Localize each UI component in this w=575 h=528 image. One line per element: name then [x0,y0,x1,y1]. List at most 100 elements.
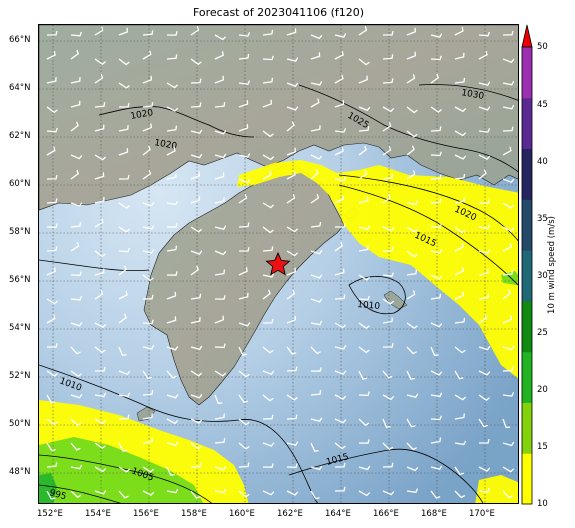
wind-barb [238,292,249,300]
wind-barb [167,222,178,228]
wind-barb [190,418,203,424]
wind-barb [46,198,58,204]
wind-barb [238,418,250,426]
wind-barb [502,104,515,110]
wind-barb [454,394,467,401]
wind-barb [382,343,394,348]
wind-barb [430,151,442,157]
wind-barb [94,290,104,300]
wind-barb [214,370,227,377]
wind-barb [46,146,56,156]
colorbar-bin [522,97,532,150]
wind-barb [46,462,58,468]
wind-barb [46,442,56,452]
wind-barb [262,246,274,252]
wind-barb [142,225,155,230]
wind-barb [358,465,371,471]
wind-barb [190,442,202,450]
wind-barb [70,490,82,499]
wind-barb [310,125,321,132]
gridlines [39,25,518,503]
wind-barb [358,322,370,330]
wind-barb [286,346,297,355]
isobar-label: 1020 [153,138,178,152]
wind-barb [358,170,368,180]
wind-barb [334,146,344,156]
wind-barb [286,441,299,446]
wind-barb [46,30,58,36]
wind-barb [166,31,178,36]
wind-barb [70,442,81,451]
wind-barb [166,54,178,60]
wind-barb [286,315,297,324]
isobar-label: 1020 [130,108,155,122]
wind-barb [118,247,130,253]
wind-barb [166,200,179,206]
wind-barb [118,265,127,276]
wind-barb [70,271,82,276]
wind-barb [286,147,297,156]
wind-barb [358,391,370,397]
lat-label: 66°N [9,35,31,45]
wind-barb [334,370,347,375]
wind-barb [310,221,322,228]
wind-barb [46,418,58,426]
wind-barb [479,438,490,444]
wind-barb [406,393,419,399]
wind-barb [94,268,105,276]
wind-barb [142,249,155,254]
wind-barb [214,315,225,324]
wind-barb [430,293,442,300]
wind-barb [94,442,106,450]
wind-barb [142,50,152,60]
wind-barb [166,488,179,494]
wind-barb [358,126,370,132]
wind-barb [118,125,129,132]
wind-barb [70,154,83,160]
colorbar-tick-label: 45 [537,100,548,110]
wind-barb [310,298,323,303]
wind-barb [454,173,466,180]
lat-label: 54°N [9,323,31,333]
wind-barb [310,346,321,355]
wind-barb [142,466,155,473]
wind-barb [190,394,203,399]
wind-barb [334,195,344,204]
wind-barb [94,322,107,329]
wind-barb [190,265,199,276]
wind-barb [382,106,395,113]
wind-barb [118,370,131,376]
wind-barb [334,294,346,300]
colorbar-bin [522,199,532,251]
wind-barb [358,75,368,84]
wind-barb [502,226,515,232]
wind-barb [262,77,274,84]
wind-barb [335,222,346,228]
wind-barb [358,58,370,66]
lat-label: 50°N [9,419,31,429]
wind-barb [358,196,369,204]
wind-barb [382,462,394,468]
wind-barb [166,106,179,112]
wind-barb [454,197,465,204]
wind-barb [286,463,298,468]
wind-barb [286,394,298,401]
wind-barb [502,30,514,36]
colorbar-tick-label: 25 [537,328,548,338]
wind-barb [502,146,512,156]
wind-barb [406,370,416,380]
wind-barb [430,370,443,376]
wind-barb [142,201,155,207]
wind-barb [454,267,464,276]
wind-barb [382,122,392,132]
wind-barb [190,58,202,66]
wind-barb [190,102,202,108]
wind-barb [406,226,418,233]
wind-barb [94,154,107,161]
wind-barb [118,58,130,66]
wind-barb [430,274,443,280]
wind-barb [239,247,250,252]
wind-barb [478,487,491,493]
wind-barb [214,413,225,420]
wind-barb [502,441,515,447]
